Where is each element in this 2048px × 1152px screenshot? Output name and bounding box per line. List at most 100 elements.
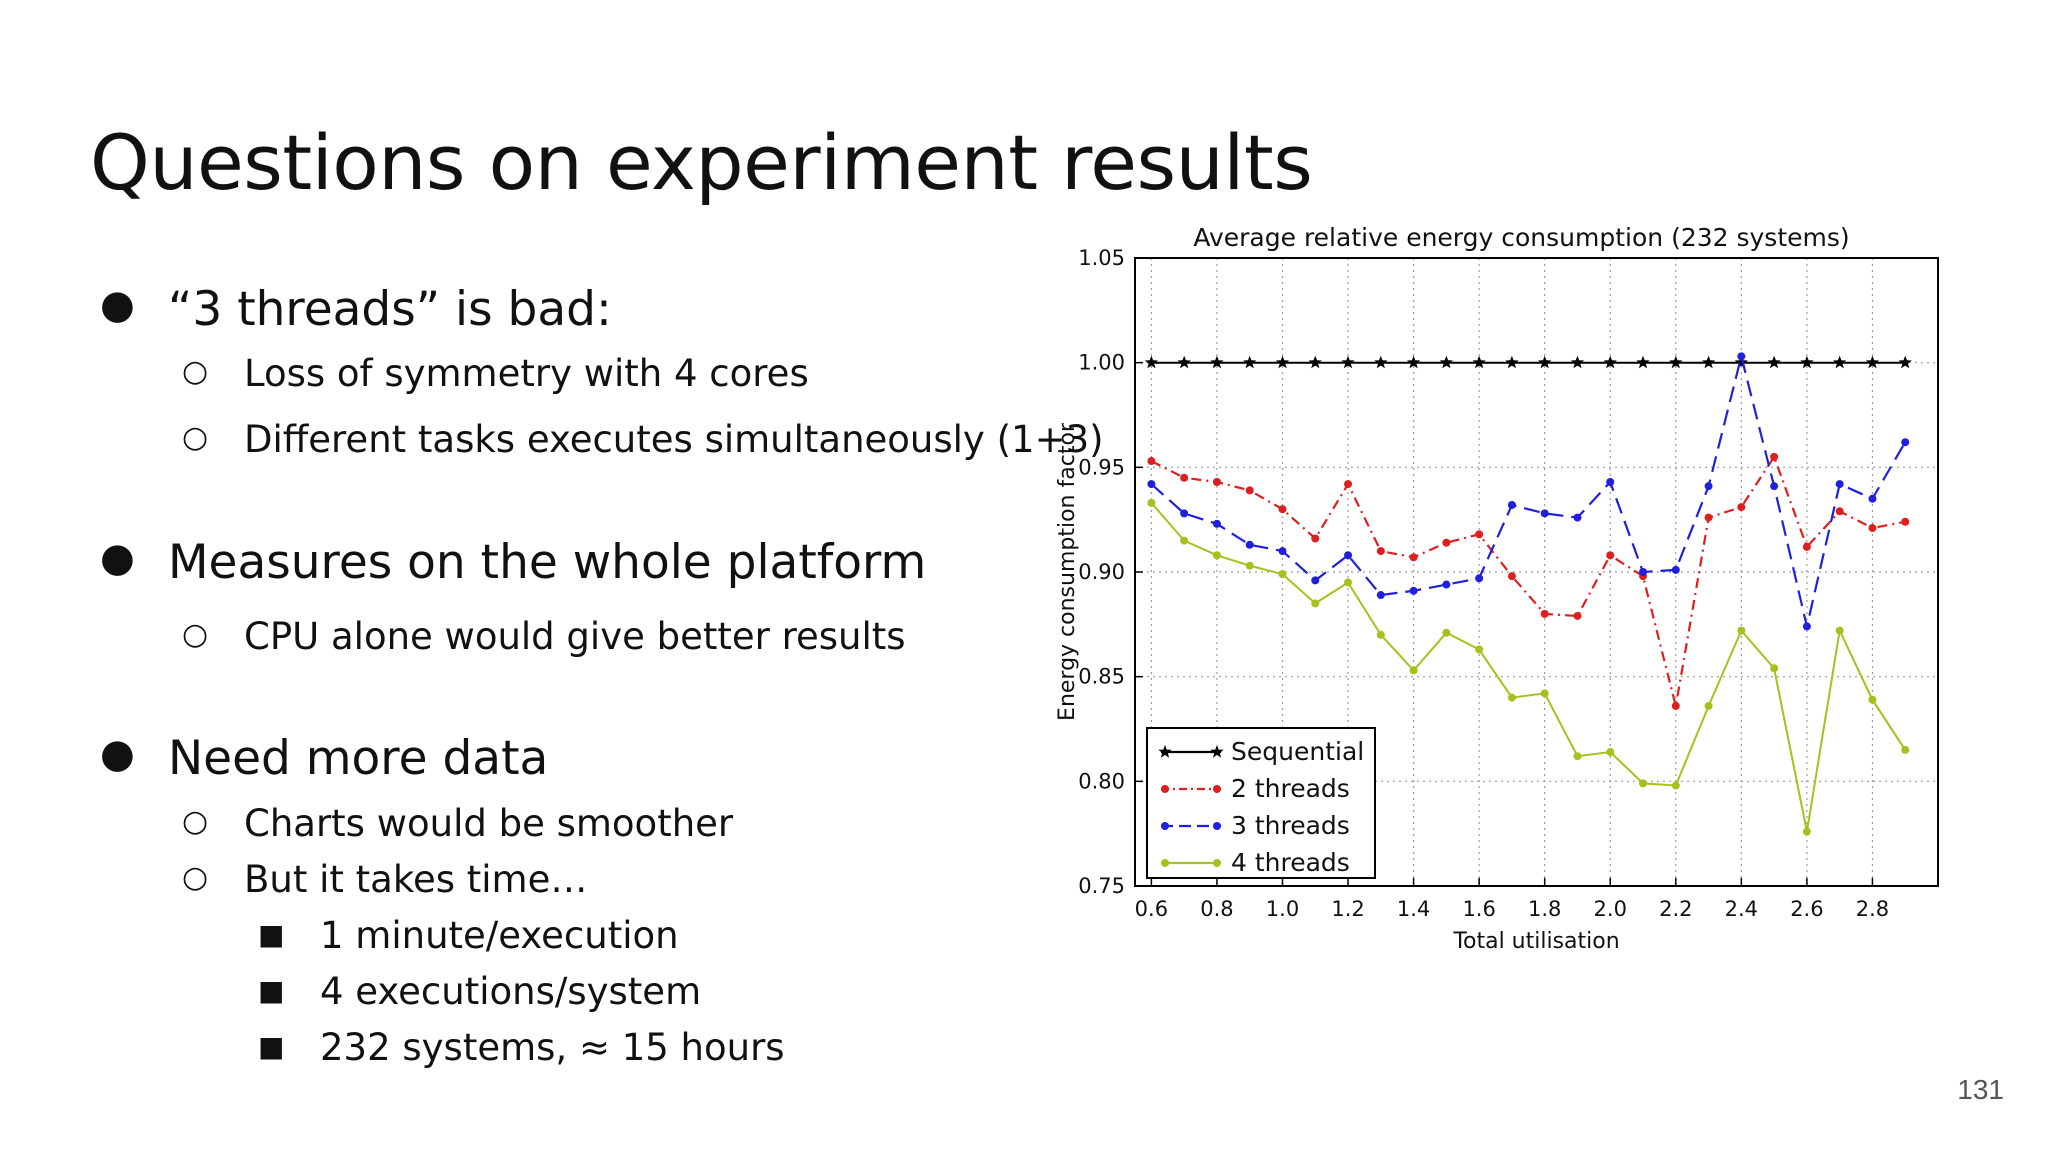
data-point-star [1243, 355, 1257, 369]
data-point [1901, 517, 1910, 526]
data-point-star [1833, 355, 1847, 369]
bullet-circle-icon: ○ [182, 860, 209, 895]
y-tick-label: 1.00 [1078, 351, 1125, 375]
data-point [1802, 542, 1811, 551]
slide-title: Questions on experiment results [90, 118, 1313, 207]
legend-label: 3 threads [1231, 811, 1350, 840]
bullet-circle-icon: ○ [182, 617, 209, 652]
legend-label: Sequential [1231, 737, 1364, 766]
x-tick-label: 1.8 [1528, 897, 1561, 921]
data-point-star [1308, 355, 1322, 369]
data-point-star [1636, 355, 1650, 369]
data-point-star [1865, 355, 1880, 369]
x-tick-label: 1.6 [1462, 897, 1495, 921]
data-point [1704, 701, 1713, 710]
data-point [1737, 503, 1746, 512]
data-point [1606, 551, 1615, 560]
data-point-star [1472, 355, 1486, 369]
data-point [1507, 501, 1516, 510]
data-point-star [1538, 355, 1552, 369]
x-tick-label: 2.8 [1856, 897, 1889, 921]
data-point [1835, 626, 1844, 635]
sub-sub-bullet-item: ■ 4 executions/system [258, 970, 702, 1013]
data-point [1475, 645, 1484, 654]
data-point [1868, 494, 1877, 503]
data-point [1245, 486, 1254, 495]
x-tick-label: 2.6 [1790, 897, 1823, 921]
data-point-star [1898, 355, 1912, 369]
bullet-text: Need more data [168, 731, 549, 786]
x-tick-label: 2.2 [1659, 897, 1692, 921]
x-tick-label: 0.6 [1135, 897, 1168, 921]
data-point [1540, 509, 1549, 518]
data-point [1180, 473, 1189, 482]
data-point [1704, 482, 1713, 491]
bullet-item: ● Measures on the whole platform [100, 535, 927, 590]
data-point [1376, 630, 1385, 639]
bullet-dot-icon: ● [100, 282, 135, 328]
sub-sub-bullet-item: ■ 232 systems, ≈ 15 hours [258, 1026, 785, 1069]
data-point-star [1275, 355, 1290, 369]
sub-sub-bullet-item: ■ 1 minute/execution [258, 914, 679, 957]
data-point [1606, 748, 1615, 757]
data-point-star [1767, 355, 1781, 369]
data-point-star [1701, 355, 1716, 369]
data-point [1147, 498, 1156, 507]
x-tick-label: 2.4 [1725, 897, 1758, 921]
data-point-star [1603, 355, 1617, 369]
bullet-text: 4 executions/system [320, 970, 702, 1013]
data-point-star [1505, 355, 1519, 369]
data-point [1212, 551, 1221, 560]
data-point [1147, 457, 1156, 466]
bullet-text: Measures on the whole platform [168, 535, 927, 590]
data-point [1770, 452, 1779, 461]
chart-series [1144, 352, 1912, 836]
data-point [1737, 626, 1746, 635]
data-point [1573, 611, 1582, 620]
data-point [1671, 701, 1680, 710]
data-point [1245, 540, 1254, 549]
data-point-star [1734, 355, 1748, 369]
data-point-star [1570, 355, 1585, 369]
bullet-dot-icon: ● [100, 535, 135, 581]
data-point [1475, 574, 1484, 583]
data-point [1770, 482, 1779, 491]
sub-bullet-item: ○ Loss of symmetry with 4 cores [182, 352, 809, 395]
chart-title: Average relative energy consumption (232… [1193, 223, 1849, 252]
x-tick-label: 0.8 [1200, 897, 1233, 921]
data-point [1212, 519, 1221, 528]
data-point [1180, 536, 1189, 545]
data-point [1507, 693, 1516, 702]
bullet-text: But it takes time… [244, 858, 588, 901]
sub-bullet-item: ○ Charts would be smoother [182, 802, 734, 845]
data-point [1344, 480, 1353, 489]
data-point [1409, 553, 1418, 562]
data-point-star [1177, 355, 1191, 369]
data-point [1901, 438, 1910, 447]
data-point-star [1439, 355, 1453, 369]
data-point [1442, 580, 1451, 589]
bullet-text: 232 systems, ≈ 15 hours [320, 1026, 785, 1069]
data-point-star [1374, 355, 1388, 369]
data-point [1147, 480, 1156, 489]
data-point [1639, 568, 1648, 576]
bullet-text: 1 minute/execution [320, 914, 679, 957]
bullet-circle-icon: ○ [182, 420, 209, 455]
data-point [1344, 551, 1353, 560]
energy-chart: 0.75 0.80 0.85 0.90 0.95 1.00 1.05 0.6 0.8 1.0 1.… [1055, 223, 1939, 950]
sub-bullet-item: ○ Different tasks executes simultaneousl… [182, 418, 1104, 461]
bullet-item: ● Need more data [100, 731, 549, 786]
x-tick-label: 1.0 [1266, 897, 1299, 921]
data-point [1311, 576, 1320, 585]
legend-marker-star [1210, 745, 1224, 758]
data-point [1639, 779, 1648, 788]
sub-bullet-item: ○ CPU alone would give better results [182, 615, 906, 658]
data-point [1770, 664, 1779, 673]
series-line-4-threads [1150, 502, 1907, 832]
data-point [1278, 505, 1287, 514]
data-point [1311, 599, 1320, 608]
data-point [1409, 666, 1418, 675]
bullet-text: Loss of symmetry with 4 cores [244, 352, 809, 395]
bullet-text: Charts would be smoother [244, 802, 734, 845]
data-point [1180, 509, 1189, 518]
